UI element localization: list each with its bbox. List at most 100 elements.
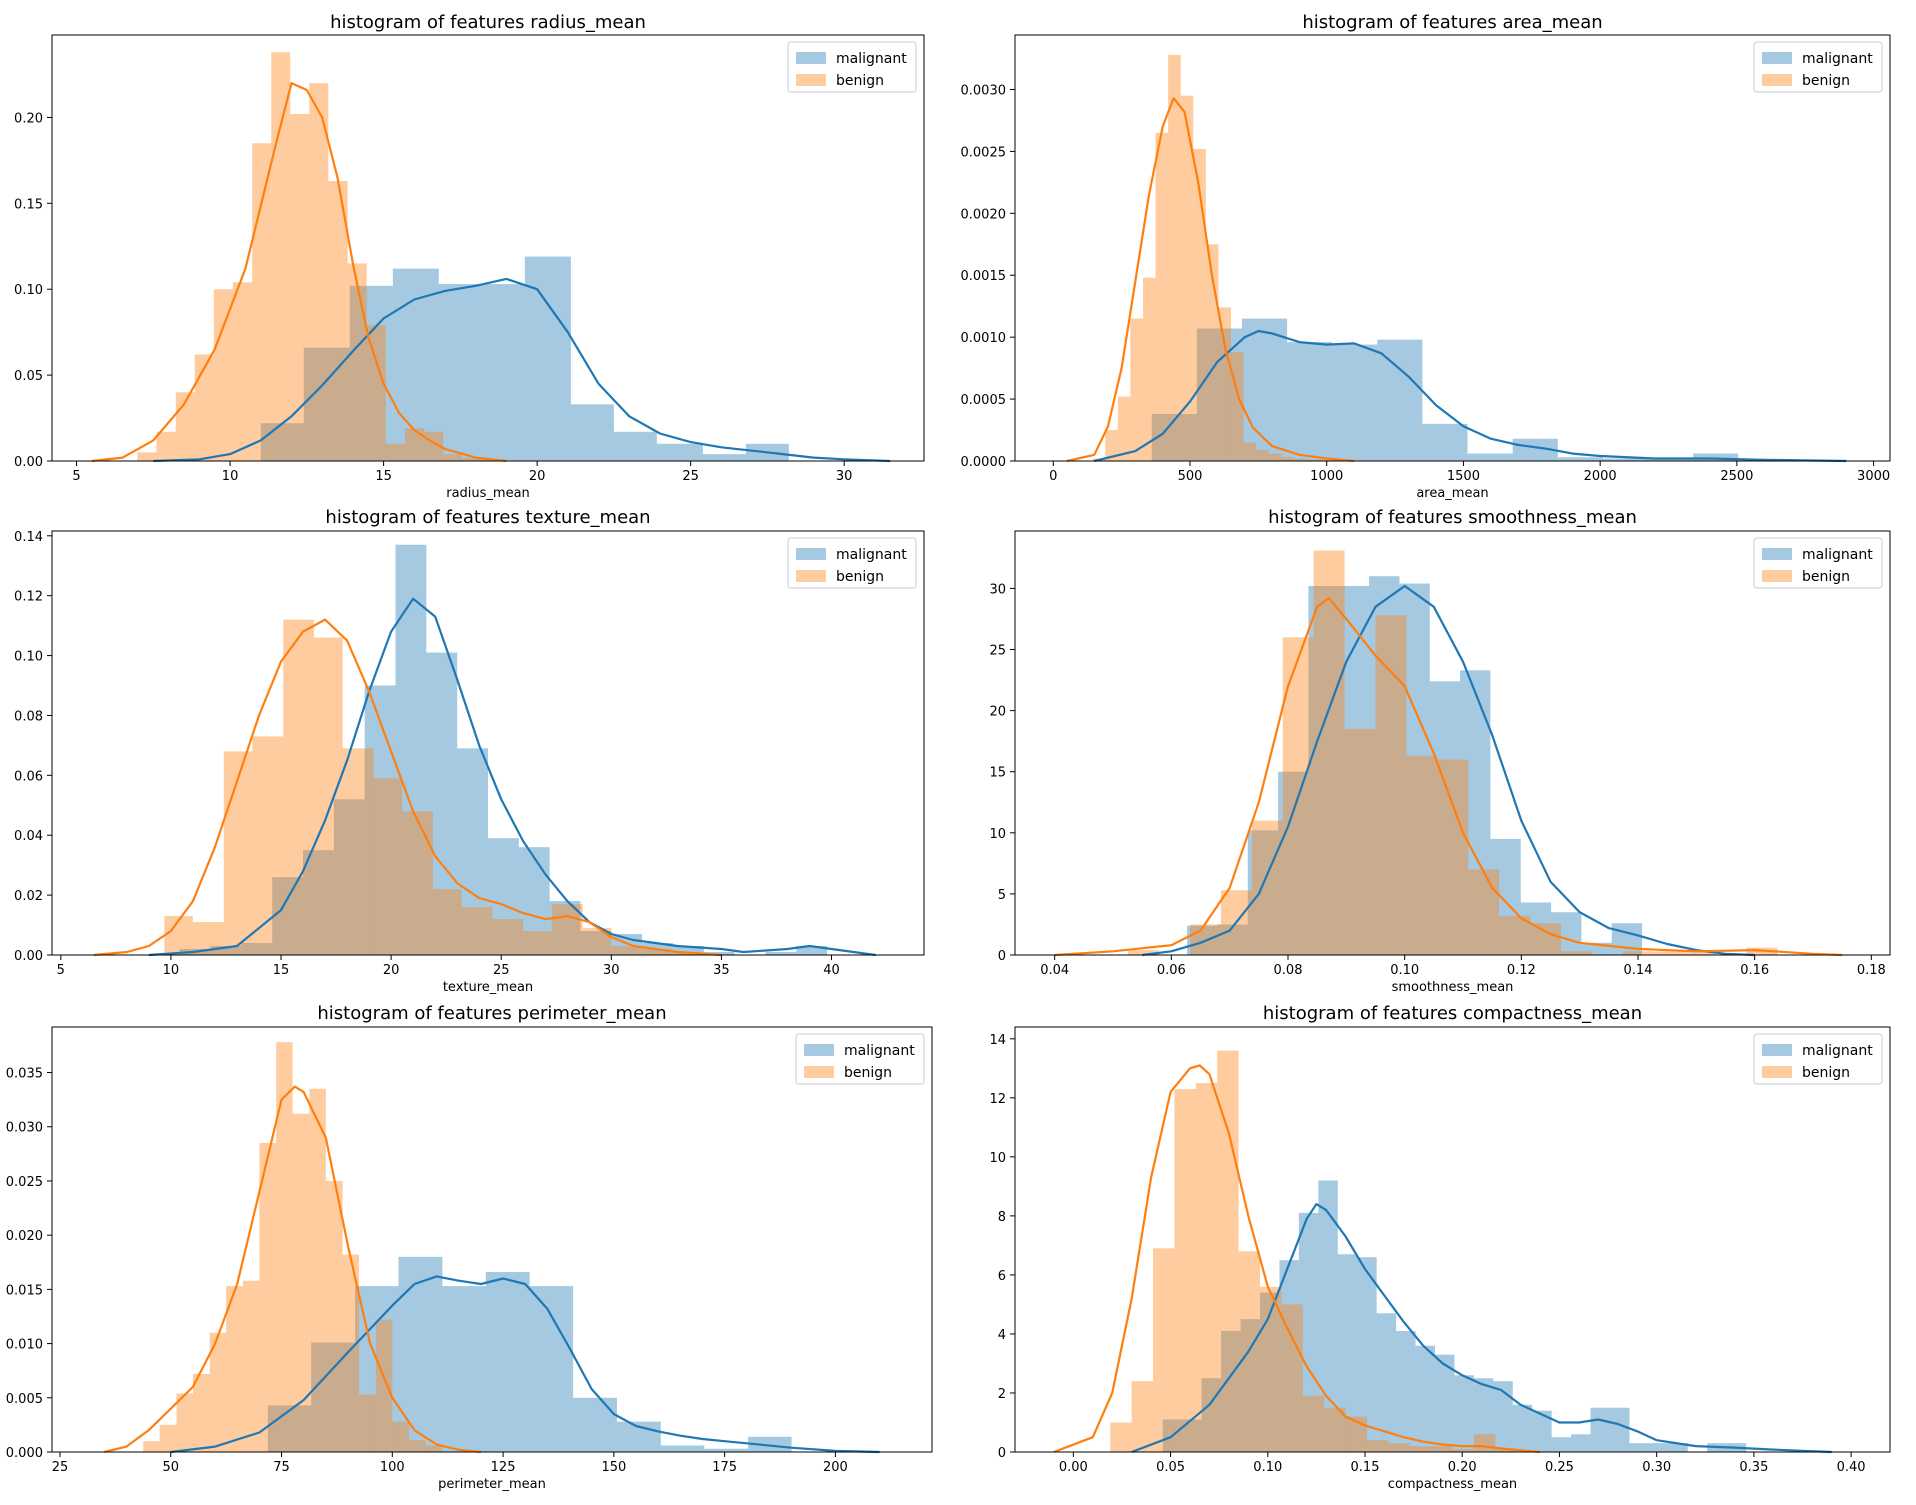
legend: malignant benign <box>795 1033 925 1085</box>
histogram-bar <box>1196 328 1242 461</box>
kde-line-benign <box>1066 97 1355 463</box>
histogram-bar <box>252 143 272 461</box>
histogram-bar <box>1495 1449 1517 1452</box>
histogram-bar <box>1130 318 1143 461</box>
legend-box <box>1753 1033 1883 1085</box>
legend: malignant benign <box>787 41 917 93</box>
x-tick-label: 0.04 <box>1040 963 1069 978</box>
histogram-bar <box>1409 1446 1432 1452</box>
histogram-bar <box>1337 1254 1358 1452</box>
histogram-bar <box>796 946 828 955</box>
histogram-bar <box>1693 453 1739 461</box>
histogram-bar <box>1399 583 1430 955</box>
histogram-benign <box>1110 1050 1517 1452</box>
histogram-bar <box>1174 1088 1196 1452</box>
histogram-bar <box>570 404 614 461</box>
x-axis-label: texture_mean <box>443 980 533 995</box>
plot-frame <box>51 34 925 462</box>
histogram-bar <box>272 877 304 955</box>
y-tick-label: 0.010 <box>6 1338 43 1353</box>
histogram-bar <box>1561 951 1592 955</box>
histogram-bar <box>1467 453 1513 461</box>
legend: malignant benign <box>787 537 917 589</box>
histogram-bar <box>402 811 433 955</box>
histogram-bar <box>1452 1449 1474 1452</box>
histogram-bar <box>143 1441 160 1452</box>
histogram-bar <box>260 423 304 461</box>
histogram-bar <box>159 1424 177 1452</box>
histogram-malignant <box>260 256 789 461</box>
histogram-bar <box>1302 1395 1325 1452</box>
y-tick-label: 0.20 <box>14 111 43 126</box>
legend-label: benign <box>1802 1065 1850 1081</box>
x-tick-label: 0.12 <box>1507 963 1536 978</box>
y-tick-label: 0.0010 <box>961 331 1007 346</box>
histogram-bar <box>1155 132 1169 461</box>
histogram-bar <box>580 931 612 955</box>
y-tick-label: 0.10 <box>14 283 43 298</box>
x-tick-label: 15 <box>375 469 392 484</box>
histogram-bar <box>1153 1248 1175 1452</box>
x-axis-label: smoothness_mean <box>1392 980 1514 995</box>
kde-line-benign <box>104 1085 482 1454</box>
histogram-bar <box>349 285 393 461</box>
histogram-malignant <box>179 544 828 955</box>
histogram-bar <box>523 931 552 955</box>
x-tick-label: 10 <box>222 469 239 484</box>
histogram-bar <box>392 1421 410 1452</box>
x-axis-label: area_mean <box>1416 486 1488 501</box>
histogram-bar <box>1278 771 1309 955</box>
histogram-bar <box>1590 1407 1610 1452</box>
x-tick-label: 0.10 <box>1253 1460 1282 1475</box>
chart-title: histogram of features smoothness_mean <box>1268 507 1637 528</box>
y-tick-label: 0.12 <box>14 590 43 605</box>
histogram-bar <box>1648 458 1694 461</box>
y-tick-label: 0.0025 <box>961 145 1007 160</box>
y-tick-label: 0.05 <box>14 369 43 384</box>
x-tick-label: 0.20 <box>1448 1460 1477 1475</box>
y-tick-label: 15 <box>989 766 1006 781</box>
plot-frame <box>1014 34 1891 462</box>
x-tick-label: 20 <box>383 963 400 978</box>
histogram-bar <box>703 952 735 955</box>
histogram-bar <box>1499 915 1531 955</box>
histogram-bar <box>252 736 284 955</box>
histogram-bar <box>1357 1257 1377 1452</box>
x-tick-label: 200 <box>823 1460 848 1475</box>
histogram-bar <box>748 1436 792 1452</box>
histogram-bar <box>325 1180 343 1452</box>
histogram-bar <box>1431 1446 1453 1452</box>
x-tick-label: 2000 <box>1584 469 1617 484</box>
histogram-malignant <box>267 1256 792 1452</box>
histogram-bar <box>1268 453 1282 461</box>
x-tick-label: 0.18 <box>1857 963 1886 978</box>
histogram-bar <box>438 284 482 461</box>
kde-line-benign <box>1054 597 1843 957</box>
histogram-bar <box>1415 1345 1435 1452</box>
x-axis-label: radius_mean <box>446 486 530 501</box>
x-tick-label: 50 <box>162 1460 179 1475</box>
histogram-bar <box>1308 585 1339 955</box>
x-tick-label: 25 <box>682 469 699 484</box>
histogram-bar <box>1281 457 1294 461</box>
histogram-bar <box>1648 1443 1669 1452</box>
histogram-bar <box>1256 449 1269 461</box>
y-tick-label: 0.00 <box>14 455 43 470</box>
x-tick-label: 175 <box>712 1460 737 1475</box>
histogram-bar <box>242 1280 260 1452</box>
histogram-bar <box>1602 458 1649 461</box>
histogram-bar <box>1571 1434 1591 1452</box>
y-tick-label: 0.025 <box>6 1175 43 1190</box>
histogram-bar <box>613 431 657 461</box>
kde-line-malignant <box>153 277 891 463</box>
histogram-bar <box>223 751 253 955</box>
histogram-bar <box>461 907 493 955</box>
histogram-malignant <box>1162 1180 1747 1452</box>
legend-swatch-benign <box>1762 74 1792 86</box>
histogram-bar <box>442 1286 486 1452</box>
histogram-bar <box>1260 1292 1280 1452</box>
histogram-bar <box>1281 1304 1303 1452</box>
histogram-bar <box>1105 430 1118 461</box>
histogram-bar <box>1512 438 1558 461</box>
histogram-bar <box>1366 1440 1389 1452</box>
